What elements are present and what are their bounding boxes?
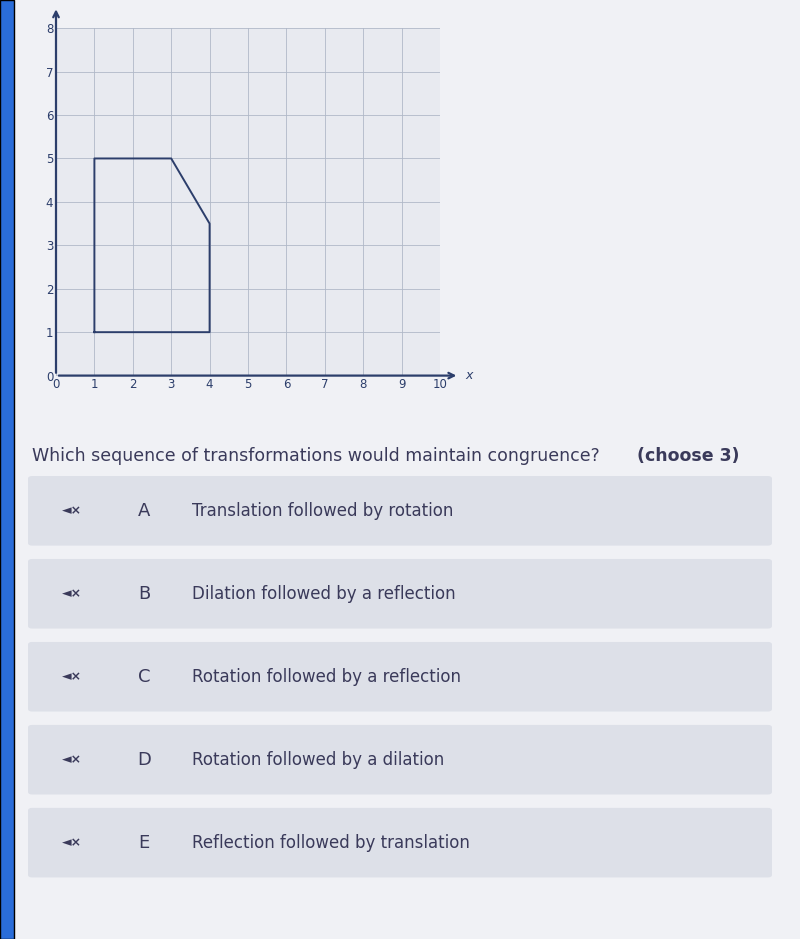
FancyBboxPatch shape — [28, 808, 772, 877]
FancyBboxPatch shape — [28, 642, 772, 712]
Text: x: x — [465, 369, 472, 382]
Text: ◄×: ◄× — [62, 836, 82, 849]
Text: E: E — [138, 834, 150, 852]
Text: A: A — [138, 501, 150, 520]
Text: Reflection followed by translation: Reflection followed by translation — [192, 834, 470, 852]
FancyBboxPatch shape — [28, 725, 772, 794]
Text: B: B — [138, 585, 150, 603]
Text: Translation followed by rotation: Translation followed by rotation — [192, 501, 454, 520]
Text: D: D — [137, 750, 151, 769]
Text: ◄×: ◄× — [62, 587, 82, 600]
FancyBboxPatch shape — [28, 476, 772, 546]
Text: ◄×: ◄× — [62, 753, 82, 766]
Text: ◄×: ◄× — [62, 670, 82, 684]
Text: (choose 3): (choose 3) — [637, 447, 739, 465]
Text: Dilation followed by a reflection: Dilation followed by a reflection — [192, 585, 456, 603]
Text: Rotation followed by a dilation: Rotation followed by a dilation — [192, 750, 444, 769]
Text: C: C — [138, 668, 150, 685]
Text: ◄×: ◄× — [62, 504, 82, 517]
Text: Rotation followed by a reflection: Rotation followed by a reflection — [192, 668, 461, 685]
FancyBboxPatch shape — [28, 559, 772, 628]
Text: Which sequence of transformations would maintain congruence?: Which sequence of transformations would … — [32, 447, 606, 465]
